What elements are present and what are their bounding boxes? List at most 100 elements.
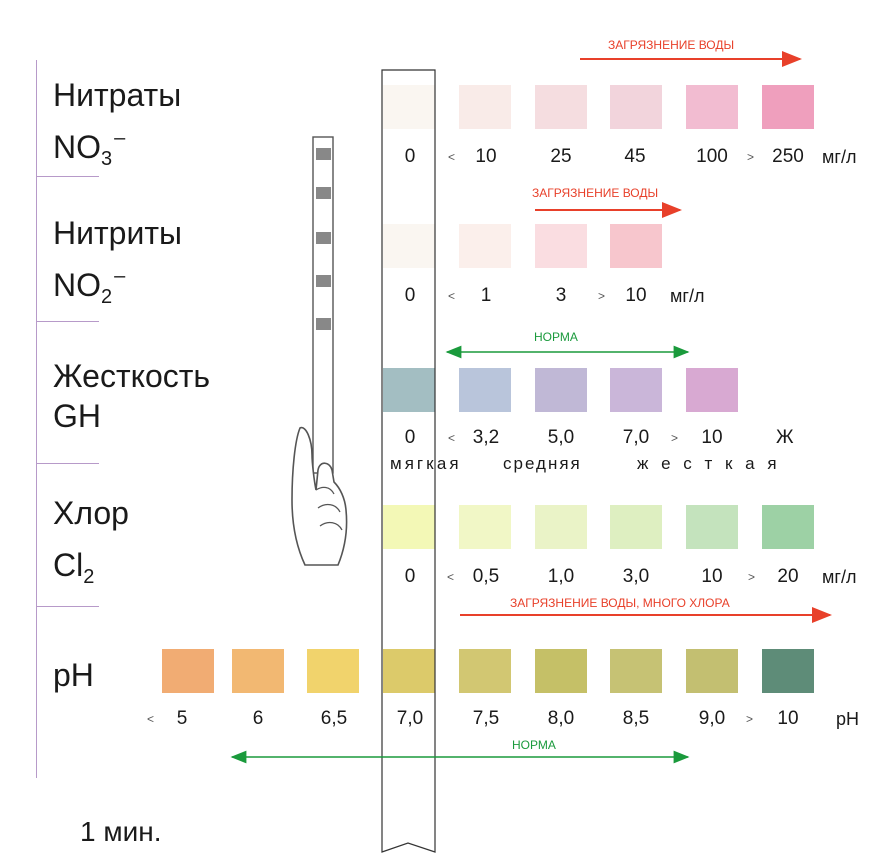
nitrates-label: Нитраты [53,77,182,113]
nitrates-value: 25 [550,146,572,167]
nitrates-formula: NO3– [53,118,125,179]
chlorine-swatch [610,505,662,549]
chlorine-value: 0,5 [472,566,500,587]
hardness-value: 0 [404,427,416,448]
nitrates-swatch [762,85,814,129]
scale-soft: мягкая [390,454,462,473]
hardness-swatch [383,368,435,412]
chlorine-swatch [762,505,814,549]
hardness-formula: GH [53,396,101,436]
ph-swatch [535,649,587,693]
chlorine-label: Хлор [53,495,129,531]
ph-swatch [459,649,511,693]
less-than-sign: < [447,570,455,584]
row-divider [36,176,99,177]
hardness-norm-note: НОРМА [534,330,578,344]
nitrates-value: 100 [696,146,728,167]
ph-swatch [232,649,284,693]
nitrates-unit: мг/л [822,147,857,167]
nitrites-swatch [610,224,662,268]
nitrates-value: 250 [772,146,804,167]
scale-hard: ж е с т к а я [637,454,781,473]
ph-norm-note: НОРМА [512,738,556,752]
chlorine-swatch [459,505,511,549]
test-strip-column [381,69,436,853]
ph-value: 6,5 [320,708,348,729]
nitrates-note: ЗАГРЯЗНЕНИЕ ВОДЫ [608,38,735,52]
hardness-value: 7,0 [622,427,650,448]
nitrates-value: 45 [624,146,646,167]
scale-medium: средняя [503,454,582,473]
ph-swatch [686,649,738,693]
nitrites-formula: NO2– [53,256,125,317]
chlorine-unit: мг/л [822,567,857,587]
ph-swatch [383,649,435,693]
formula-superscript: – [114,265,126,287]
ph-swatch [307,649,359,693]
less-than-sign: < [147,712,155,726]
chlorine-swatch [686,505,738,549]
less-than-sign: < [448,431,456,445]
formula-superscript: – [114,127,126,149]
time-label: 1 мин. [80,816,162,847]
greater-than-sign: > [748,570,756,584]
nitrites-unit: мг/л [670,286,705,306]
hardness-value: 3,2 [472,427,500,448]
hand-holding-strip-icon [291,136,348,566]
greater-than-sign: > [598,289,606,303]
hardness-swatch [535,368,587,412]
chlorine-note: ЗАГРЯЗНЕНИЕ ВОДЫ, МНОГО ХЛОРА [510,596,730,610]
nitrites-swatch [459,224,511,268]
less-than-sign: < [448,150,456,164]
greater-than-sign: > [747,150,755,164]
nitrites-swatch [383,224,435,268]
nitrites-swatch [535,224,587,268]
hardness-swatch [459,368,511,412]
nitrites-label: Нитриты [53,215,182,251]
nitrites-value: 1 [480,285,492,306]
left-guide-line [36,60,37,778]
ph-swatch [610,649,662,693]
ph-value: 6 [252,708,264,729]
hardness-swatch [686,368,738,412]
nitrates-value: 10 [475,146,497,167]
formula-base: GH [53,398,101,434]
ph-value: 10 [777,708,799,729]
formula-subscript: 3 [101,148,113,170]
hardness-value: 5,0 [547,427,575,448]
formula-base: NO [53,267,101,303]
row-divider [36,321,99,322]
nitrates-swatch [535,85,587,129]
nitrites-value: 3 [555,285,567,306]
hardness-label: Жесткость [53,358,211,394]
formula-base: NO [53,129,101,165]
chlorine-value: 1,0 [547,566,575,587]
greater-than-sign: > [746,712,754,726]
formula-base: Cl [53,547,84,583]
ph-value: 8,0 [547,708,575,729]
ph-swatch [762,649,814,693]
chlorine-value: 10 [701,566,723,587]
chlorine-swatch [383,505,435,549]
greater-than-sign: > [671,431,679,445]
ph-swatch [162,649,214,693]
chlorine-formula: Cl2 [53,545,94,597]
hardness-value: 10 [701,427,723,448]
chlorine-value: 0 [404,566,416,587]
chlorine-value: 3,0 [622,566,650,587]
row-divider [36,463,99,464]
nitrates-swatch [686,85,738,129]
ph-unit: pH [836,709,860,729]
nitrites-value: 0 [404,285,416,306]
chlorine-value: 20 [777,566,799,587]
ph-value: 5 [176,708,188,729]
row-divider [36,606,99,607]
nitrates-swatch [383,85,435,129]
formula-subscript: 2 [101,286,113,308]
chlorine-swatch [535,505,587,549]
formula-subscript: 2 [83,566,95,588]
nitrates-swatch [459,85,511,129]
nitrites-value: 10 [625,285,647,306]
ph-value: 9,0 [698,708,726,729]
